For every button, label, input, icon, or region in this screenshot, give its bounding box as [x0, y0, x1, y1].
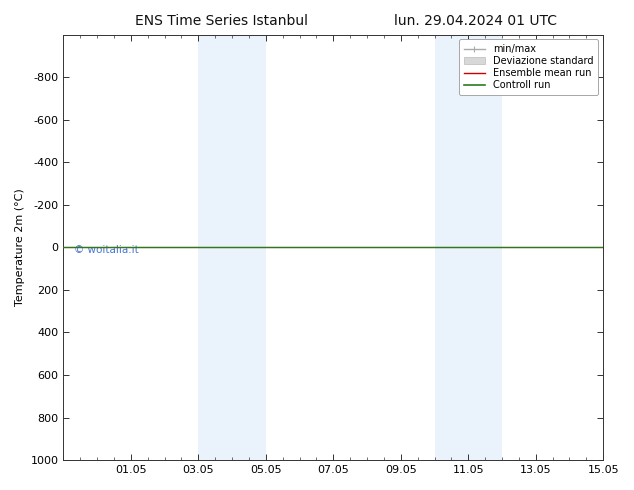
Text: © woitalia.it: © woitalia.it: [74, 245, 139, 255]
Text: lun. 29.04.2024 01 UTC: lun. 29.04.2024 01 UTC: [394, 14, 557, 28]
Bar: [198, 35, 232, 460]
Bar: [469, 35, 502, 460]
Y-axis label: Temperature 2m (°C): Temperature 2m (°C): [15, 189, 25, 306]
Bar: [434, 35, 469, 460]
Bar: [232, 35, 266, 460]
Legend: min/max, Deviazione standard, Ensemble mean run, Controll run: min/max, Deviazione standard, Ensemble m…: [459, 40, 598, 95]
Text: ENS Time Series Istanbul: ENS Time Series Istanbul: [136, 14, 308, 28]
